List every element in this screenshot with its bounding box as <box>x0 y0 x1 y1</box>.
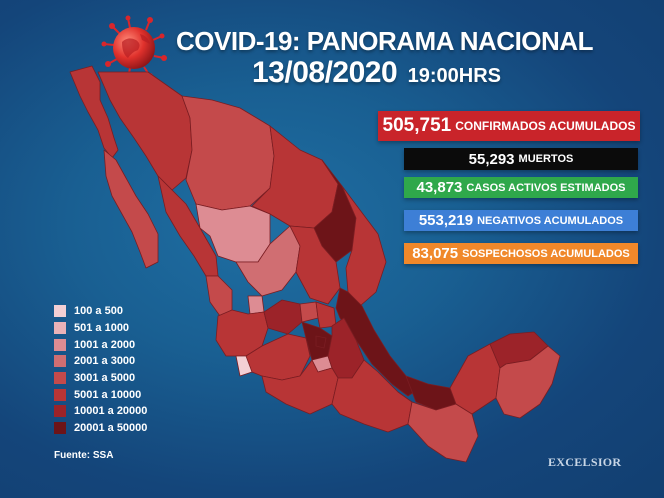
state-chihuahua <box>181 95 275 211</box>
legend-swatch <box>54 322 66 335</box>
deaths-label: MUERTOS <box>518 153 574 165</box>
legend-label: 1001 a 2000 <box>74 338 136 351</box>
suspect-number: 83,075 <box>412 245 459 262</box>
legend-swatch <box>54 355 66 368</box>
legend-swatch <box>54 422 66 435</box>
confirmed-number: 505,751 <box>382 115 452 136</box>
suspect-cases-badge: 83,075 SOSPECHOSOS ACUMULADOS <box>404 243 638 264</box>
legend-item: 2001 a 3000 <box>54 353 147 370</box>
legend-item: 1001 a 2000 <box>54 336 147 353</box>
legend-swatch <box>54 405 66 418</box>
negative-number: 553,219 <box>418 212 474 229</box>
state-baja-california <box>69 65 119 159</box>
report-time: 19:00HRS <box>407 65 501 87</box>
legend-swatch <box>54 372 66 385</box>
deaths-badge: 55,293 MUERTOS <box>404 148 638 170</box>
page-title: COVID-19: PANORAMA NACIONAL <box>176 26 593 56</box>
confirmed-label: CONFIRMADOS ACUMULADOS <box>455 119 636 133</box>
deaths-number: 55,293 <box>468 150 515 168</box>
state-quintana-roo <box>495 345 561 419</box>
legend-label: 100 a 500 <box>74 305 123 318</box>
state-campeche <box>449 343 501 415</box>
title-datetime: 13/08/2020 19:00HRS <box>252 56 501 90</box>
state-san-luis-potosi <box>289 225 341 305</box>
confirmed-cases-badge: 505,751 CONFIRMADOS ACUMULADOS <box>378 111 640 141</box>
state-aguascalientes <box>247 295 265 315</box>
state-cdmx <box>315 335 327 349</box>
legend-swatch <box>54 305 66 318</box>
report-date: 13/08/2020 <box>252 56 398 89</box>
legend-label: 501 a 1000 <box>74 322 130 335</box>
legend-label: 5001 a 10000 <box>74 388 142 401</box>
legend-item: 3001 a 5000 <box>54 370 147 387</box>
active-cases-badge: 43,873 CASOS ACTIVOS ESTIMADOS <box>404 177 638 198</box>
legend-label: 10001 a 20000 <box>74 405 148 418</box>
state-veracruz <box>335 287 421 397</box>
state-chiapas <box>407 401 479 463</box>
active-label: CASOS ACTIVOS ESTIMADOS <box>466 181 626 194</box>
legend-item: 501 a 1000 <box>54 320 147 337</box>
state-guanajuato <box>263 299 303 335</box>
state-baja-california-sur <box>103 149 159 269</box>
legend-item: 5001 a 10000 <box>54 386 147 403</box>
suspect-label: SOSPECHOSOS ACUMULADOS <box>462 247 630 260</box>
negative-cases-badge: 553,219 NEGATIVOS ACUMULADOS <box>404 210 638 231</box>
legend-item: 100 a 500 <box>54 303 147 320</box>
source-note: Fuente: SSA <box>54 450 114 461</box>
legend-label: 2001 a 3000 <box>74 355 136 368</box>
legend-item: 20001 a 50000 <box>54 420 147 437</box>
legend-label: 3001 a 5000 <box>74 372 136 385</box>
state-queretaro <box>299 301 319 323</box>
legend-item: 10001 a 20000 <box>54 403 147 420</box>
legend-swatch <box>54 388 66 401</box>
legend-swatch <box>54 338 66 351</box>
state-guerrero <box>261 359 339 415</box>
state-nayarit <box>205 275 233 317</box>
state-jalisco <box>215 309 269 357</box>
state-michoacan <box>245 333 311 381</box>
active-number: 43,873 <box>416 179 463 196</box>
brand-logo: EXCELSIOR <box>548 455 622 469</box>
negative-label: NEGATIVOS ACUMULADOS <box>477 214 624 227</box>
map-legend: 100 a 500 501 a 1000 1001 a 2000 2001 a … <box>54 303 147 437</box>
state-hidalgo <box>315 301 337 329</box>
legend-label: 20001 a 50000 <box>74 422 148 435</box>
